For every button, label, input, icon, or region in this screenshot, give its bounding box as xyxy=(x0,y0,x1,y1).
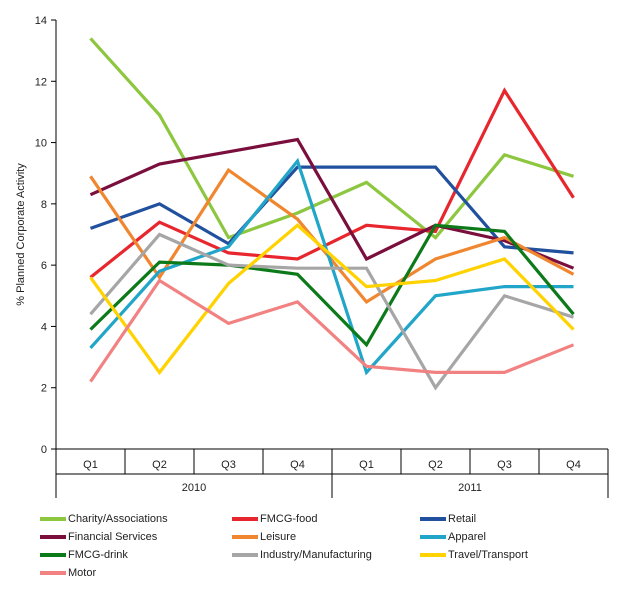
y-tick-label: 2 xyxy=(41,383,47,395)
x-tick-label: Q3 xyxy=(497,459,512,471)
legend-label: Retail xyxy=(448,513,477,525)
x-group-label: 2010 xyxy=(182,482,206,494)
legend-label: Industry/Manufacturing xyxy=(260,549,372,561)
series-line-leisure xyxy=(89,167,575,304)
legend-label: Leisure xyxy=(260,531,297,543)
x-tick-label: Q2 xyxy=(428,459,443,471)
x-tick-label: Q1 xyxy=(359,459,374,471)
y-tick-label: 14 xyxy=(35,15,47,27)
x-group-label: 2011 xyxy=(458,482,482,494)
legend-label: Motor xyxy=(68,567,97,579)
y-axis-title: % Planned Corporate Activity xyxy=(15,163,27,306)
legend-swatch xyxy=(40,571,66,575)
legend-label: Apparel xyxy=(448,531,486,543)
legend-swatch xyxy=(232,517,258,521)
legend-swatch xyxy=(232,553,258,557)
x-tick-label: Q2 xyxy=(152,459,167,471)
series-line-retail xyxy=(89,165,574,255)
legend-label: FMCG-food xyxy=(260,513,318,525)
legend-swatch xyxy=(420,517,446,521)
x-tick-label: Q4 xyxy=(566,459,581,471)
legend-label: FMCG-drink xyxy=(68,549,128,561)
legend-label: Charity/Associations xyxy=(68,513,168,525)
legend-item: FMCG-food xyxy=(232,510,317,528)
legend-label: Financial Services xyxy=(68,531,158,543)
x-tick-label: Q1 xyxy=(83,459,98,471)
legend-item: Charity/Associations xyxy=(40,510,168,528)
legend-swatch xyxy=(40,535,66,539)
legend-item: Leisure xyxy=(232,528,296,546)
y-tick-label: 0 xyxy=(41,444,47,456)
legend-item: Apparel xyxy=(420,528,486,546)
series-line-industry-manufacturing xyxy=(89,232,574,391)
series-line-financial-services xyxy=(89,137,575,270)
legend-item: Financial Services xyxy=(40,528,157,546)
x-tick-label: Q4 xyxy=(290,459,305,471)
series-line-fmcg-food xyxy=(89,87,575,279)
axes: 0 2 4 6 8 10 12 14 % Planned Corporate Activity Q… xyxy=(15,15,609,498)
legend-swatch xyxy=(40,553,66,557)
legend-swatch xyxy=(232,535,258,539)
y-tick-label: 8 xyxy=(41,199,47,211)
line-chart: 0 2 4 6 8 10 12 14 % Planned Corporate Activity Q… xyxy=(15,15,609,498)
legend-swatch xyxy=(40,517,66,521)
y-tick-label: 10 xyxy=(35,138,47,150)
series-line-motor xyxy=(89,278,575,383)
legend-item: Motor xyxy=(40,564,96,582)
series-lines xyxy=(89,37,575,391)
legend-item: Retail xyxy=(420,510,476,528)
legend-swatch xyxy=(420,535,446,539)
legend-label: Travel/Transport xyxy=(448,549,528,561)
series-line-fmcg-drink xyxy=(89,223,575,348)
series-line-travel-transport xyxy=(89,223,575,376)
legend-item: Industry/Manufacturing xyxy=(232,546,372,564)
y-tick-label: 12 xyxy=(35,76,47,88)
y-tick-label: 4 xyxy=(41,321,47,333)
y-tick-label: 6 xyxy=(41,260,47,272)
legend-item: Travel/Transport xyxy=(420,546,528,564)
x-tick-label: Q3 xyxy=(221,459,236,471)
legend-swatch xyxy=(420,553,446,557)
legend-item: FMCG-drink xyxy=(40,546,128,564)
